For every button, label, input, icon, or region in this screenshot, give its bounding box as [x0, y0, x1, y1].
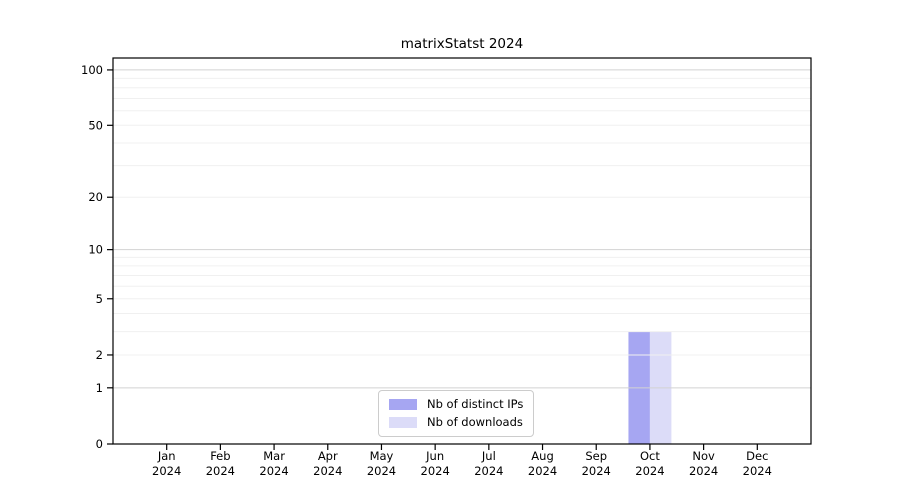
y-tick-label: 0 — [96, 437, 103, 451]
legend-swatch-distinct-ips — [389, 399, 417, 410]
y-tick-label: 5 — [96, 292, 103, 306]
x-tick-label-year: 2024 — [206, 464, 235, 478]
legend-label-downloads: Nb of downloads — [427, 415, 523, 429]
x-tick-label-year: 2024 — [367, 464, 396, 478]
x-tick-label-month: Sep — [585, 449, 607, 463]
legend-item-distinct-ips: Nb of distinct IPs — [389, 397, 523, 412]
x-tick-label-month: Jul — [481, 449, 496, 463]
x-tick-label-month: Jan — [157, 449, 176, 463]
legend-swatch-downloads — [389, 417, 417, 428]
y-tick-label: 20 — [88, 190, 103, 204]
x-tick-label-month: Mar — [263, 449, 285, 463]
x-tick-label-month: Dec — [746, 449, 768, 463]
x-tick-label-year: 2024 — [474, 464, 503, 478]
chart-title: matrixStatst 2024 — [400, 36, 524, 52]
x-tick-label-month: May — [370, 449, 394, 463]
x-tick-label-month: Apr — [318, 449, 338, 463]
x-tick-label-year: 2024 — [635, 464, 664, 478]
y-tick-label: 2 — [96, 348, 103, 362]
legend-label-distinct-ips: Nb of distinct IPs — [427, 397, 524, 411]
y-tick-label: 50 — [88, 118, 103, 132]
y-tick-label: 1 — [96, 381, 103, 395]
x-tick-label-month: Aug — [531, 449, 553, 463]
legend: Nb of distinct IPs Nb of downloads — [378, 390, 535, 437]
x-tick-label-year: 2024 — [313, 464, 342, 478]
x-tick-label-year: 2024 — [528, 464, 557, 478]
legend-item-downloads: Nb of downloads — [389, 415, 523, 430]
x-tick-label-year: 2024 — [259, 464, 288, 478]
axes-spines — [112, 57, 812, 445]
x-tick-label-year: 2024 — [421, 464, 450, 478]
x-tick-label-month: Oct — [640, 449, 660, 463]
x-tick-label-month: Nov — [692, 449, 715, 463]
x-tick-label-year: 2024 — [743, 464, 772, 478]
y-tick-label: 10 — [88, 243, 103, 257]
x-tick-label-month: Jun — [425, 449, 444, 463]
x-tick-label-month: Feb — [210, 449, 230, 463]
x-tick-label-year: 2024 — [689, 464, 718, 478]
y-tick-label: 100 — [81, 63, 103, 77]
x-tick-label-year: 2024 — [152, 464, 181, 478]
x-tick-label-year: 2024 — [582, 464, 611, 478]
